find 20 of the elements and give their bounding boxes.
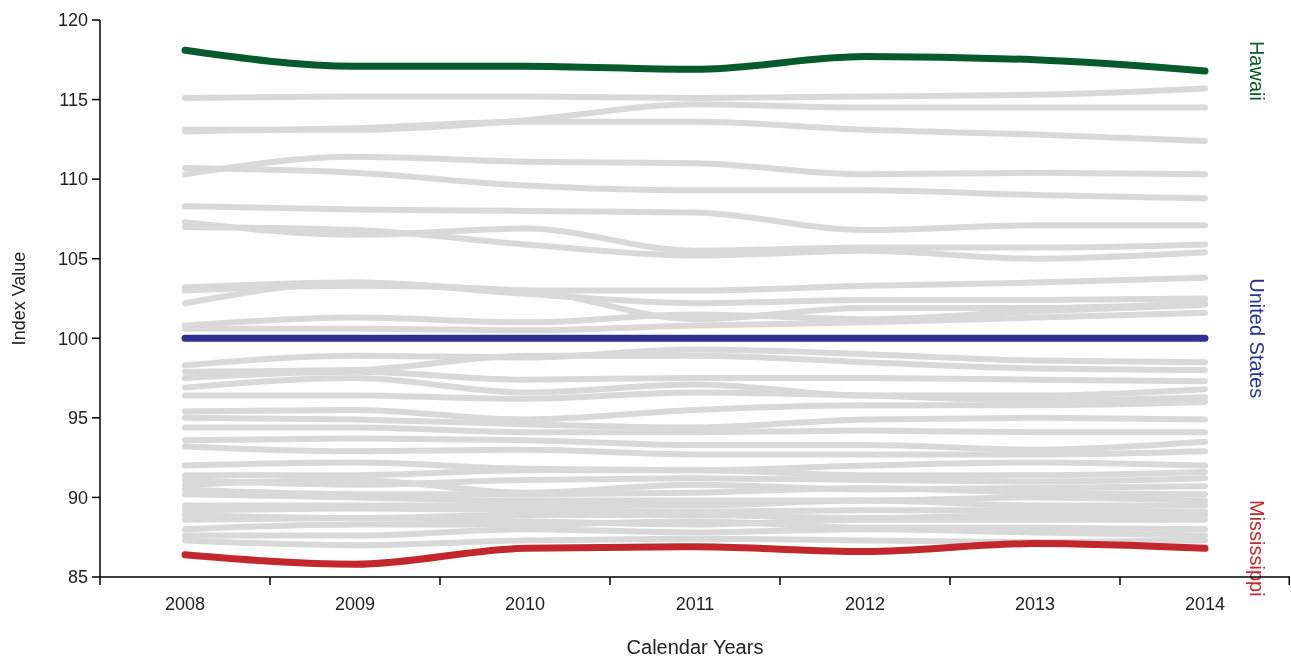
x-tick-label: 2009	[334, 594, 376, 614]
y-tick-label: 90	[67, 487, 88, 508]
x-tick-label: 2014	[1184, 594, 1226, 614]
y-tick-label: 105	[57, 249, 88, 270]
x-tick-label: 2010	[504, 594, 546, 614]
y-tick-label: 95	[67, 408, 88, 429]
text: United States	[1246, 278, 1268, 399]
y-tick-label: 100	[57, 328, 88, 349]
x-tick-label: 2013	[1014, 594, 1056, 614]
y-tick-label: 120	[57, 10, 88, 31]
x-tick-label: 2011	[675, 594, 715, 614]
text: Mississippi	[1246, 500, 1268, 597]
x-tick-label: 2012	[844, 594, 886, 614]
y-tick-label: 110	[59, 169, 88, 190]
x-tick-label: 2008	[164, 594, 206, 614]
text: Hawaii	[1246, 40, 1268, 101]
y-tick-label: 115	[59, 89, 88, 110]
y-tick-label: 85	[67, 567, 88, 588]
x-axis-title: Calendar Years	[626, 636, 764, 658]
y-axis-title: Index Value	[9, 251, 29, 346]
